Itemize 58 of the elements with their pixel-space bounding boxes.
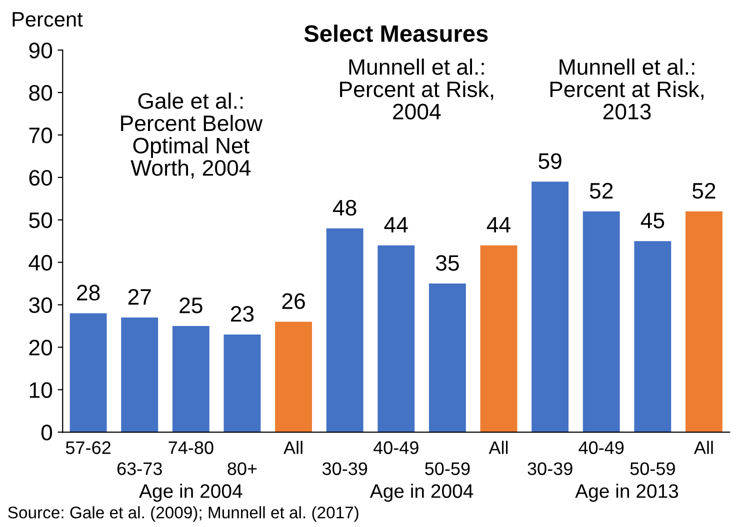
x-tick-label: 40-49 bbox=[578, 441, 624, 454]
bar bbox=[582, 211, 620, 432]
bar bbox=[70, 313, 107, 432]
text: Age in 2013 bbox=[575, 484, 678, 502]
annotation: Gale et al.: Percent Below Optimal Net Worth, 2004 bbox=[121, 92, 263, 178]
data-label: 44 bbox=[486, 217, 510, 232]
data-label: 23 bbox=[230, 306, 254, 322]
data-label: 59 bbox=[538, 153, 562, 169]
x-tick-label: 30-39 bbox=[322, 462, 368, 476]
text: Age in 2004 bbox=[370, 484, 474, 502]
bar bbox=[326, 228, 364, 432]
data-label: 27 bbox=[128, 289, 151, 305]
data-label: 35 bbox=[436, 255, 459, 271]
bar bbox=[275, 322, 312, 432]
bar bbox=[686, 211, 722, 432]
data-label: 25 bbox=[180, 298, 202, 314]
y-tick-label: 20 bbox=[29, 340, 52, 356]
x-tick-label: All bbox=[284, 440, 302, 454]
bar bbox=[428, 284, 466, 432]
source-note: Source: Gale et al. (2009); Munnell et al. (2017) bbox=[8, 506, 358, 522]
y-tick-label: 90 bbox=[29, 42, 52, 58]
bar bbox=[634, 241, 672, 432]
chart-title: Select Measures bbox=[304, 24, 488, 42]
y-tick-label: 50 bbox=[29, 212, 52, 228]
annotation: Munnell et al.: Percent at Risk, 2013 bbox=[550, 58, 704, 120]
x-tick-label: 63-73 bbox=[117, 462, 162, 476]
y-tick-label: 60 bbox=[29, 170, 52, 186]
data-label: 45 bbox=[640, 212, 664, 228]
annotation: Munnell et al.: Percent at Risk, 2004 bbox=[340, 58, 494, 120]
y-tick-label: 0 bbox=[41, 424, 52, 440]
data-label: 48 bbox=[332, 200, 356, 216]
bar bbox=[378, 245, 415, 432]
x-tick-label: 57-62 bbox=[66, 441, 110, 454]
bar bbox=[480, 245, 518, 432]
x-tick-label: 74-80 bbox=[168, 441, 214, 454]
data-label: 52 bbox=[692, 182, 716, 199]
x-tick-label: All bbox=[488, 440, 508, 454]
bar bbox=[224, 334, 261, 432]
x-tick-label: 40-49 bbox=[373, 441, 418, 454]
data-label: 52 bbox=[590, 182, 613, 199]
bar bbox=[532, 182, 569, 432]
y-tick-label: 30 bbox=[29, 297, 52, 314]
y-tick-label: 40 bbox=[28, 254, 52, 271]
x-tick-label: All bbox=[694, 440, 713, 454]
bar bbox=[121, 318, 158, 432]
data-label: 44 bbox=[384, 217, 408, 232]
x-tick-label: 50-59 bbox=[425, 462, 470, 476]
text: Age in 2004 bbox=[139, 484, 242, 502]
x-tick-label: 50-59 bbox=[630, 462, 675, 476]
bar bbox=[172, 326, 210, 432]
y-tick-label: 70 bbox=[29, 128, 52, 144]
x-tick-label: 80+ bbox=[228, 462, 257, 476]
y-axis-title: Percent bbox=[12, 12, 83, 27]
data-label: 26 bbox=[282, 293, 305, 310]
x-tick-label: 30-39 bbox=[528, 462, 572, 476]
y-tick-label: 80 bbox=[29, 85, 52, 101]
y-tick-label: 10 bbox=[30, 382, 52, 398]
data-label: 28 bbox=[77, 284, 100, 301]
